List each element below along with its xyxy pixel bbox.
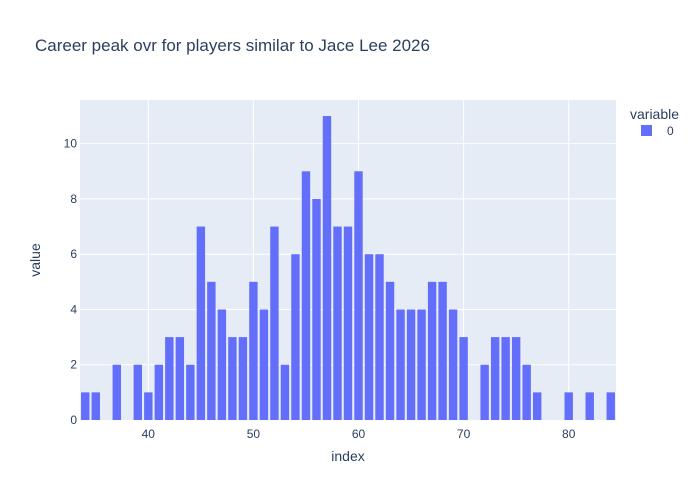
bar[interactable] — [585, 392, 594, 420]
bar[interactable] — [291, 254, 300, 420]
legend-title: variable — [630, 106, 679, 122]
bar[interactable] — [459, 337, 468, 420]
bar[interactable] — [249, 281, 258, 420]
legend-swatch — [641, 125, 652, 136]
bar[interactable] — [501, 337, 510, 420]
bar[interactable] — [270, 226, 279, 420]
legend-label: 0 — [667, 124, 674, 138]
y-tick-label: 10 — [64, 137, 78, 151]
bar[interactable] — [165, 337, 174, 420]
x-tick-label: 50 — [247, 427, 261, 441]
bar[interactable] — [406, 309, 416, 420]
y-tick-label: 4 — [70, 302, 77, 316]
bar[interactable] — [532, 392, 542, 420]
bar[interactable] — [175, 337, 185, 420]
bar[interactable] — [91, 392, 100, 420]
bar[interactable] — [343, 226, 353, 420]
legend-item[interactable]: 0 — [641, 124, 674, 138]
bar[interactable] — [480, 364, 489, 420]
y-axis-ticks: 0 2 4 6 8 10 — [64, 137, 78, 427]
bar[interactable] — [564, 392, 573, 420]
y-tick-label: 8 — [70, 192, 77, 206]
bar[interactable] — [217, 309, 227, 420]
bar[interactable] — [259, 309, 269, 420]
x-tick-label: 40 — [142, 427, 156, 441]
bar[interactable] — [385, 281, 395, 420]
bar[interactable] — [417, 309, 426, 420]
x-tick-label: 80 — [562, 427, 576, 441]
bar[interactable] — [144, 392, 153, 420]
bar[interactable] — [606, 392, 615, 420]
bar[interactable] — [133, 364, 143, 420]
bar[interactable] — [396, 309, 405, 420]
bar[interactable] — [333, 226, 342, 420]
bar[interactable] — [354, 171, 363, 420]
y-axis-title: value — [27, 243, 43, 277]
bar[interactable] — [448, 309, 458, 420]
x-axis-ticks: 40 50 60 70 80 — [142, 427, 576, 441]
y-tick-label: 0 — [70, 413, 77, 427]
bar[interactable] — [364, 254, 374, 420]
bar[interactable] — [438, 281, 447, 420]
legend: variable 0 — [630, 106, 679, 138]
bar[interactable] — [154, 364, 164, 420]
bar[interactable] — [301, 171, 311, 420]
bar[interactable] — [81, 392, 90, 420]
bar[interactable] — [522, 364, 531, 420]
bar[interactable] — [490, 337, 500, 420]
bar[interactable] — [427, 281, 437, 420]
bar[interactable] — [238, 337, 248, 420]
bar[interactable] — [511, 337, 521, 420]
chart-title: Career peak ovr for players similar to J… — [35, 36, 430, 55]
bar[interactable] — [312, 198, 321, 420]
x-tick-label: 60 — [352, 427, 366, 441]
bar[interactable] — [280, 364, 290, 420]
bar[interactable] — [196, 226, 206, 420]
bar[interactable] — [207, 281, 216, 420]
bar[interactable] — [228, 337, 237, 420]
y-tick-label: 6 — [70, 247, 77, 261]
y-tick-label: 2 — [70, 358, 77, 372]
bar-series — [81, 116, 615, 420]
bar[interactable] — [112, 364, 121, 420]
bar[interactable] — [375, 254, 384, 420]
x-axis-title: index — [331, 448, 364, 464]
x-tick-label: 70 — [457, 427, 471, 441]
bar[interactable] — [322, 116, 332, 420]
bar[interactable] — [186, 364, 195, 420]
